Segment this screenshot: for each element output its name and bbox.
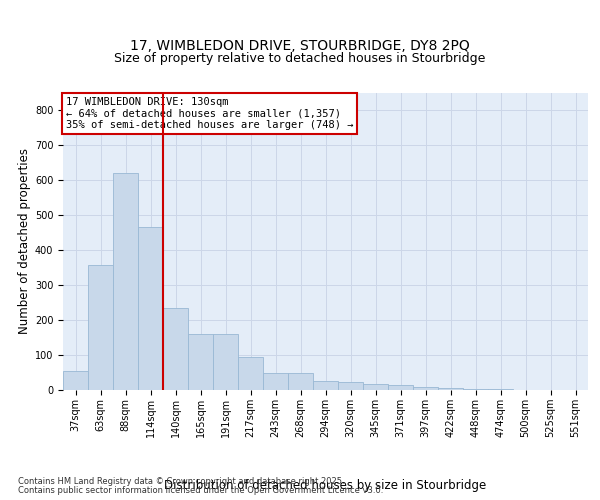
X-axis label: Distribution of detached houses by size in Stourbridge: Distribution of detached houses by size … [164, 479, 487, 492]
Text: 17, WIMBLEDON DRIVE, STOURBRIDGE, DY8 2PQ: 17, WIMBLEDON DRIVE, STOURBRIDGE, DY8 2P… [130, 38, 470, 52]
Bar [238, 357, 263, 390]
Bar [188, 334, 213, 390]
Text: 17 WIMBLEDON DRIVE: 130sqm
← 64% of detached houses are smaller (1,357)
35% of s: 17 WIMBLEDON DRIVE: 130sqm ← 64% of deta… [65, 97, 353, 130]
Bar [338, 382, 363, 390]
Y-axis label: Number of detached properties: Number of detached properties [17, 148, 31, 334]
Text: Contains HM Land Registry data © Crown copyright and database right 2025.: Contains HM Land Registry data © Crown c… [18, 477, 344, 486]
Bar [388, 386, 413, 390]
Bar [263, 372, 288, 390]
Bar [288, 373, 313, 390]
Bar [63, 371, 88, 390]
Bar [313, 381, 338, 390]
Text: Size of property relative to detached houses in Stourbridge: Size of property relative to detached ho… [115, 52, 485, 65]
Bar [213, 334, 238, 390]
Bar [163, 308, 188, 390]
Bar [463, 389, 488, 390]
Bar [88, 264, 113, 390]
Bar [113, 173, 138, 390]
Bar [413, 387, 438, 390]
Bar [363, 384, 388, 390]
Text: Contains public sector information licensed under the Open Government Licence v3: Contains public sector information licen… [18, 486, 383, 495]
Bar [438, 388, 463, 390]
Bar [138, 227, 163, 390]
